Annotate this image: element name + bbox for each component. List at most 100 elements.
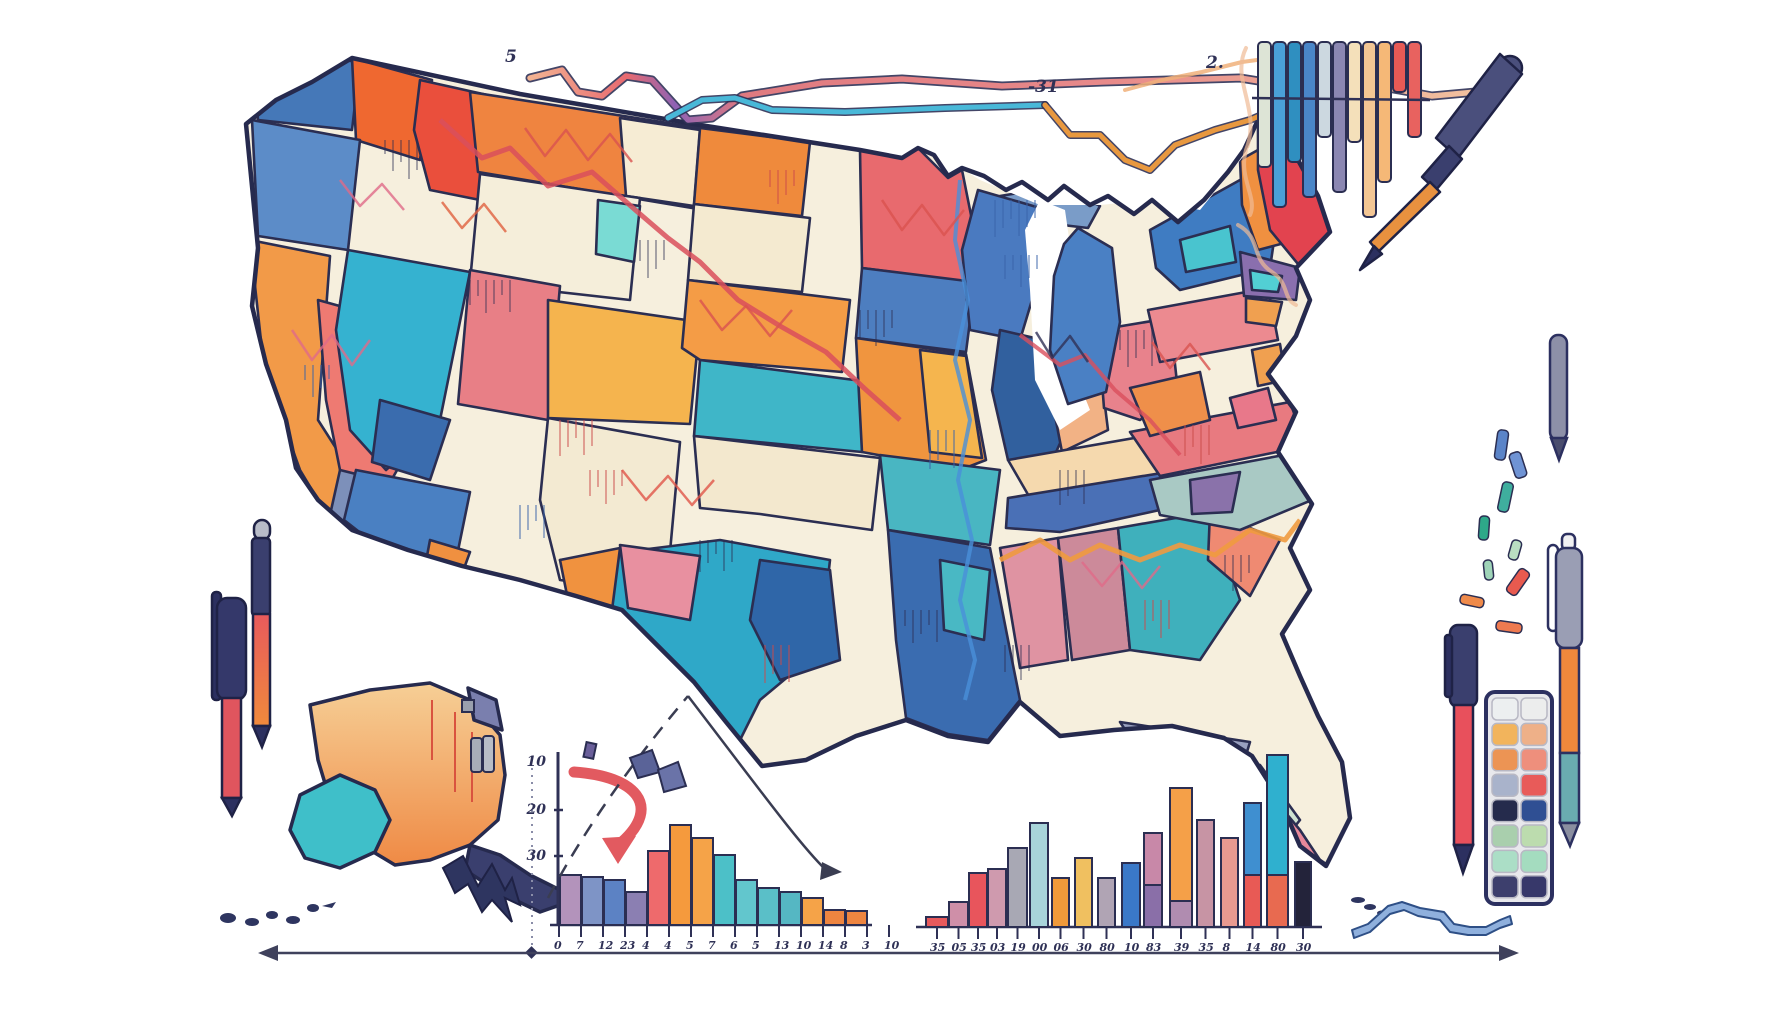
brush-pen-handle [1434,52,1524,160]
x-tick-label: 39 [1174,941,1190,954]
right-red-pen [1443,623,1479,877]
confetti-dash [1496,481,1515,513]
us-map [243,55,1387,916]
histogram-bar [801,897,824,926]
x-tick-label: 35 [1199,941,1214,954]
state-patch [546,298,702,426]
zigzag-sparkline [339,179,405,211]
zigzag-sparkline [880,199,965,237]
palette-swatch [1491,798,1519,823]
confetti-dash [1482,559,1495,581]
alaska [220,681,587,926]
x-tick-label: 3 [862,939,870,952]
bar [1121,862,1141,928]
state-patch [1178,224,1238,274]
palette-swatch [1520,875,1548,899]
pen-body-orange [1558,646,1581,755]
brush-pen-stick [1368,180,1442,254]
palette-swatch [1491,773,1519,797]
confetti-dash [1505,567,1531,597]
axis-arrowhead-right [1499,945,1519,961]
y-tick-label: 30 [527,848,547,864]
cap-tip [1549,436,1569,464]
line-label-mid: -31 [1028,77,1059,97]
bar-base-segment [1143,884,1163,928]
zigzag-sparkline [441,201,507,233]
state-patchwork [248,58,1332,866]
x-tick-label: 10 [1124,941,1140,954]
hanging-bar [1332,41,1347,193]
zigzag-sparkline [698,299,793,338]
confetti-dash [1493,429,1510,461]
hanging-bar [1377,41,1392,183]
x-tick-label: 7 [708,939,716,952]
x-tick-label: 14 [1246,941,1261,954]
x-tick-label: 83 [1146,941,1162,954]
x-tick-label: 5 [686,939,694,952]
dashed-guide [546,695,689,899]
paper-scrap-icon [628,748,662,780]
pen-tip [251,724,272,751]
bar [1243,802,1262,876]
histogram-bar [647,850,670,926]
hanging-bar [1392,41,1407,93]
line-label-left: 5 [505,47,517,67]
watercolor-palette [1484,690,1554,906]
cap-body [1548,333,1569,442]
x-tick-label: 03 [990,941,1006,954]
state-patch [350,58,434,162]
pen-body [220,696,243,800]
pen-clip [1443,633,1454,699]
purple-block [582,740,598,761]
palette-swatch [1491,824,1519,848]
middle-bar-chart: 35 05 35 03 19 00 06 30 80 10 83 39 35 8 14 80 30 [925,754,1312,954]
bar [1294,861,1312,928]
bar [1097,877,1116,928]
y-tick-label: 10 [527,754,547,770]
hanging-bar [1362,41,1377,218]
zigzag-sparkline [523,127,633,163]
state-michigan [1048,226,1122,406]
x-tick-label: 80 [1100,941,1116,954]
hanging-bar [1257,41,1272,168]
navy-zigzag-mark [441,854,522,923]
x-tick-label: 12 [598,939,614,952]
palette-swatch [1491,748,1519,772]
histogram-bar [713,854,736,926]
bar [948,901,969,928]
bar-base-segment [1169,900,1193,928]
state-patch [1004,468,1198,534]
x-tick-label: 00 [1032,941,1048,954]
bar [1169,787,1193,902]
histogram-bar [823,909,846,926]
pen-tip [1452,843,1475,877]
histogram-bar [581,876,604,926]
x-tick-label: 7 [576,939,584,952]
pen-body [251,612,272,728]
state-patch [1188,470,1242,516]
pen-cap [1554,546,1584,650]
left-pen-navy-red [210,590,248,819]
pen-tip [219,796,244,819]
paper-scrap-icon [656,760,688,794]
hanging-bar [1287,41,1302,163]
bar-base-segment [1243,874,1262,928]
pen-upper [250,536,272,618]
bottom-axis-arrow [258,945,1519,961]
histogram-bar [669,824,692,926]
palette-swatch [1491,722,1519,747]
paper-scrap-icons [628,748,688,794]
palette-swatch [1520,748,1548,772]
palette-swatch [1491,875,1519,899]
bar [1220,837,1239,928]
x-tick-label: 13 [774,939,790,952]
curved-arrowhead [820,862,842,880]
x-tick-label: 6 [730,939,738,952]
x-tick-label: 8 [1223,941,1231,954]
brush-pen-diagonal [1358,52,1524,272]
confetti-dash [1477,515,1491,541]
state-patch [686,202,812,294]
x-tick-label: 23 [619,939,636,952]
orange-route-line [998,518,1302,563]
